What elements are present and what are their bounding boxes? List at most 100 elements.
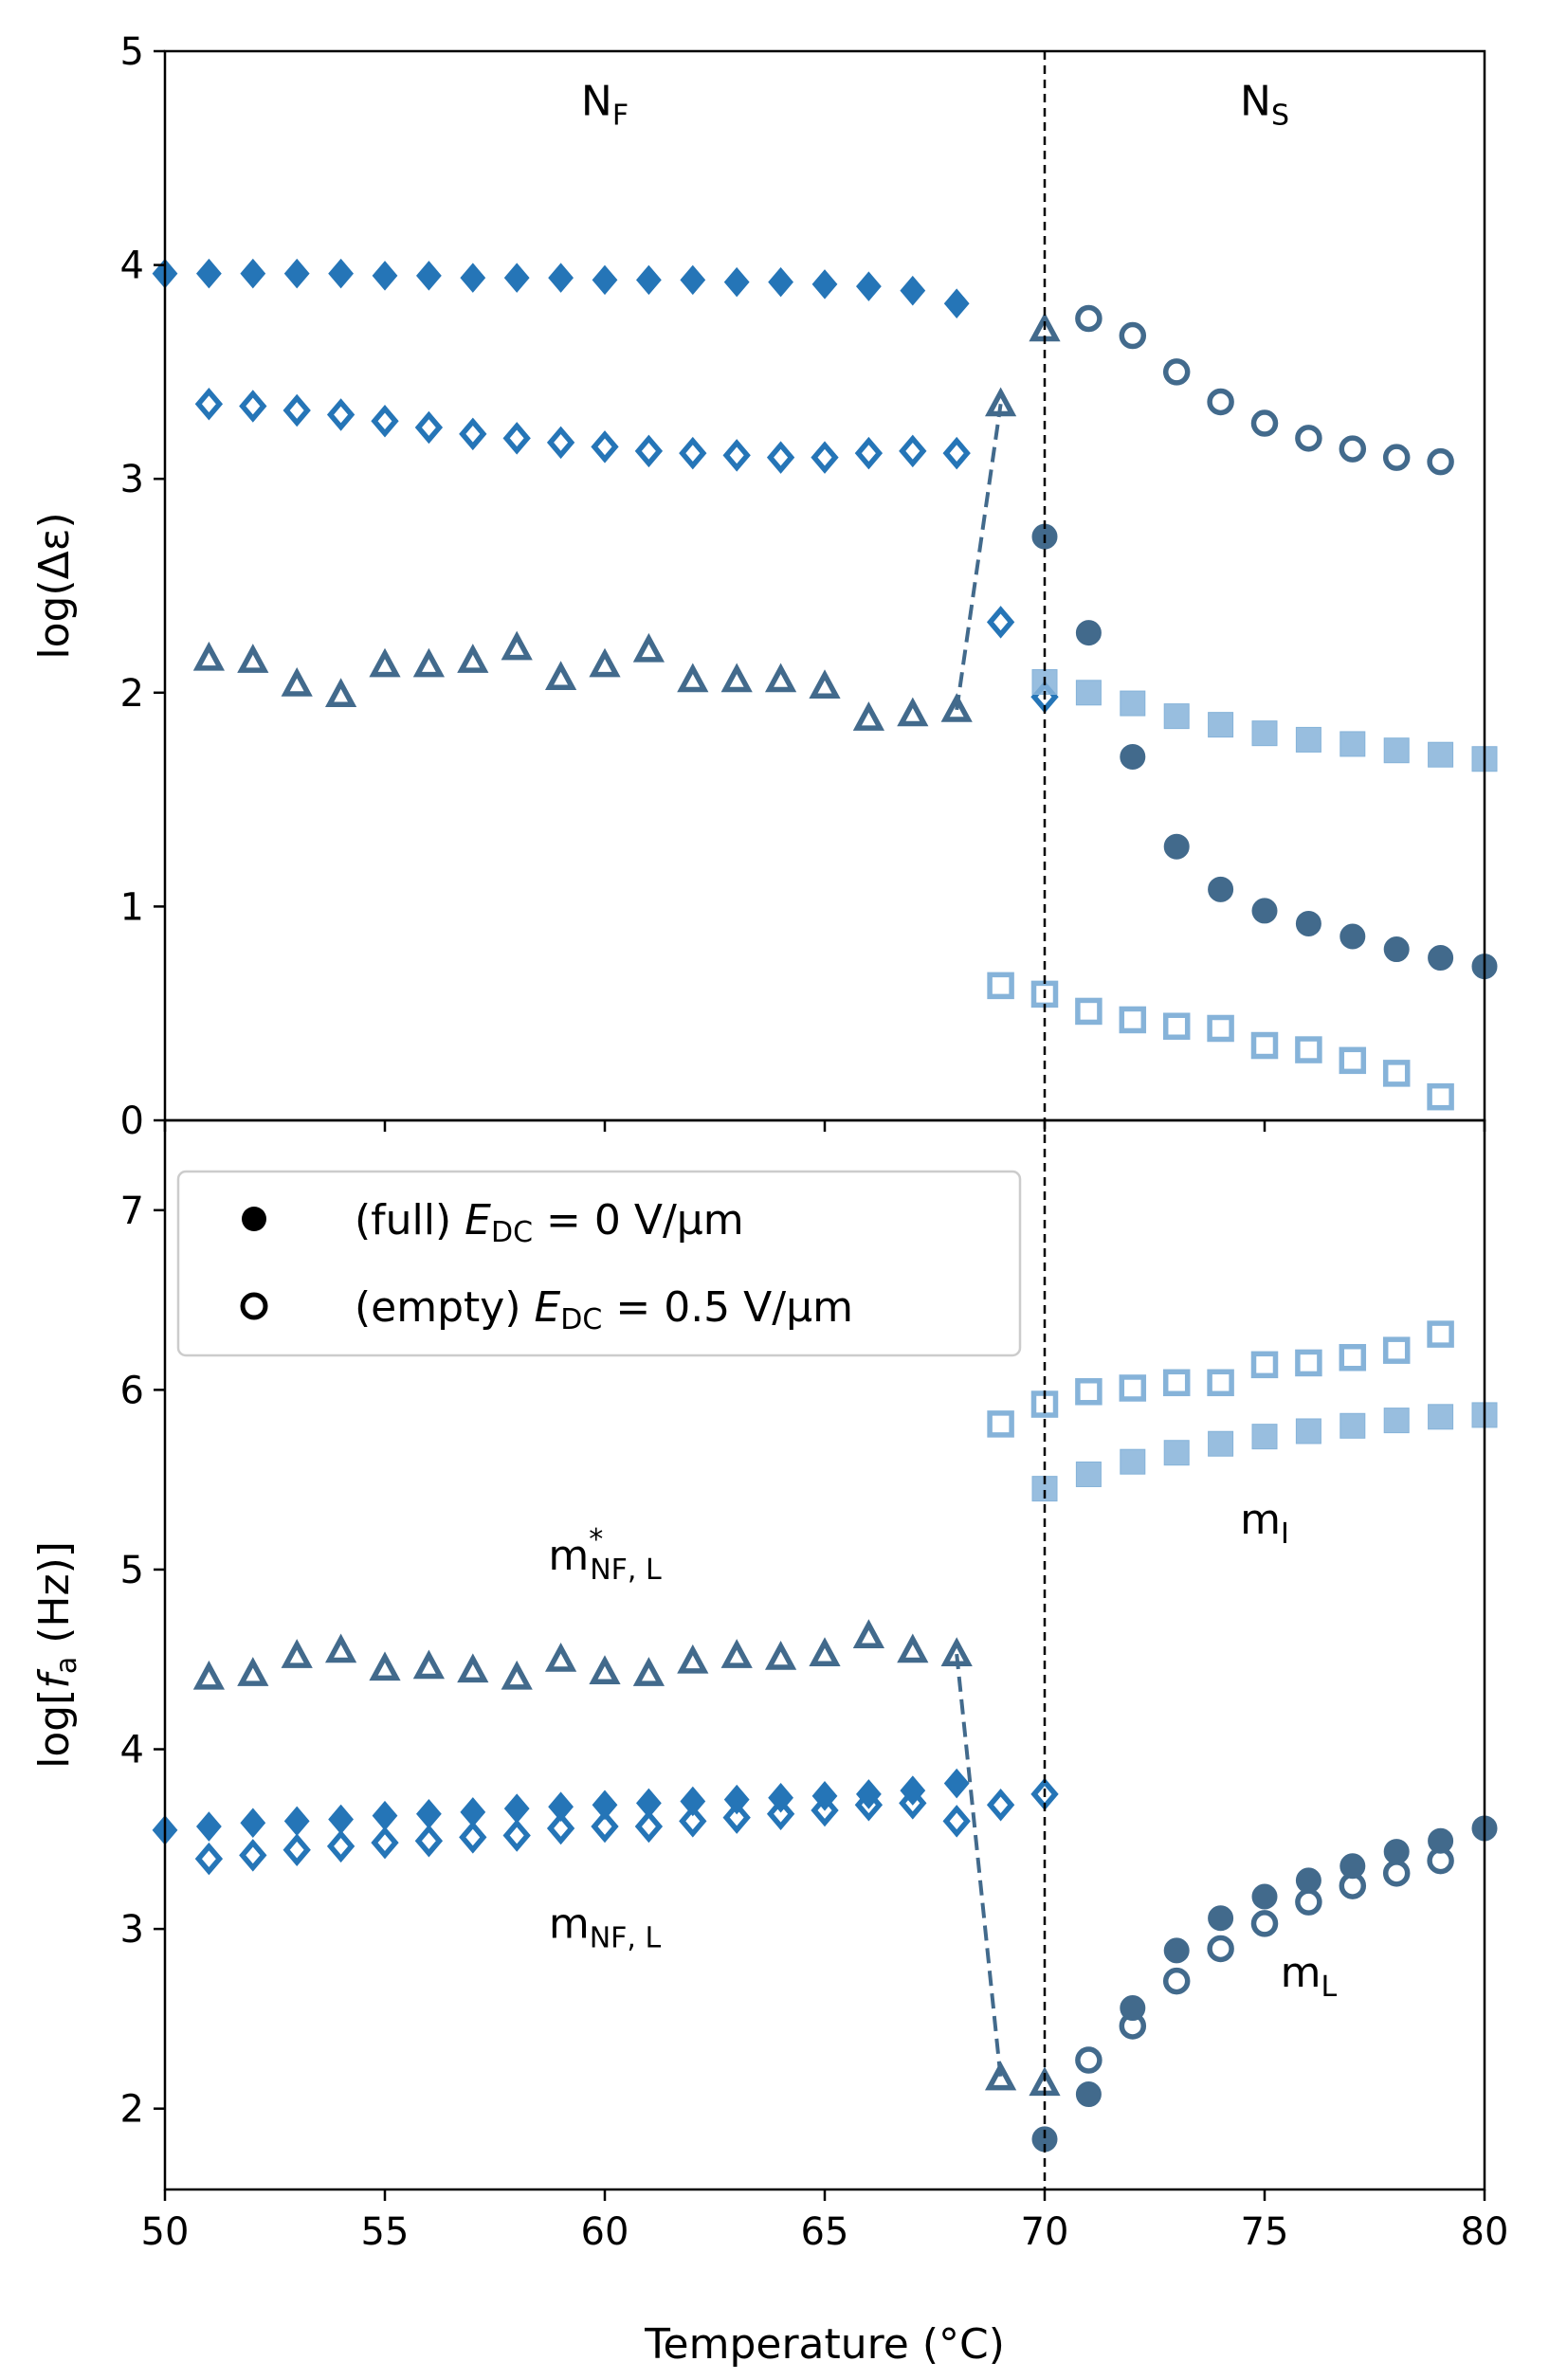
annotation-sup: * <box>589 1523 603 1556</box>
bottom-point-diamond <box>811 1793 839 1827</box>
bottom-point-circle <box>1119 2012 1147 2040</box>
annotation-sub: NF, L <box>590 1553 662 1587</box>
bottom-point-circle <box>1295 1888 1322 1916</box>
bottom-x-ticks: 50 55 60 65 70 75 80 <box>141 2189 1508 2254</box>
top-point-circle <box>1208 876 1234 902</box>
bottom-point-square <box>1119 1374 1147 1402</box>
bottom-y-tick-label: 3 <box>120 1908 144 1952</box>
annotation-sub: I <box>1281 1517 1289 1551</box>
bottom-point-triangle <box>281 1639 313 1668</box>
top-y-ticks: 0 1 2 3 4 5 <box>120 30 165 1143</box>
bottom-y-tick-label: 2 <box>120 2088 144 2132</box>
top-point-diamond <box>680 264 706 296</box>
bottom-y-ticks: 2 3 4 5 6 7 <box>120 1190 165 2132</box>
annotation-sub: F <box>612 100 629 133</box>
top-point-square <box>1075 997 1103 1026</box>
top-point-diamond <box>326 398 355 431</box>
top-series-3-circle-open <box>1075 304 1454 476</box>
top-point-diamond <box>634 434 664 468</box>
bottom-y-tick-label: 4 <box>120 1729 144 1772</box>
top-dashed-connector <box>955 403 1003 711</box>
top-point-circle <box>1295 425 1322 452</box>
bottom-series-3-circle-filled <box>1031 1815 1498 2153</box>
top-point-square <box>987 972 1014 1000</box>
top-point-square <box>1383 737 1410 764</box>
bottom-point-circle <box>1428 1827 1454 1854</box>
top-point-triangle <box>281 666 313 697</box>
legend-label-full-post: = 0 V/μm <box>533 1196 744 1245</box>
top-point-triangle <box>940 693 973 722</box>
x-tick-label: 75 <box>1241 2210 1289 2254</box>
bottom-point-diamond <box>239 1839 267 1872</box>
top-point-diamond <box>766 441 795 474</box>
bottom-y-tick-label: 6 <box>120 1369 144 1412</box>
top-point-square <box>1163 703 1190 730</box>
bottom-point-triangle <box>369 1651 401 1681</box>
top-annotations: NF NS <box>581 78 1289 133</box>
top-point-triangle <box>237 644 269 673</box>
top-point-circle <box>1339 435 1367 463</box>
bottom-annotation: mNF, L <box>549 1900 662 1955</box>
bottom-point-square <box>987 1410 1014 1438</box>
bottom-point-diamond <box>854 1789 884 1822</box>
top-point-square <box>1119 1006 1147 1034</box>
bottom-point-circle <box>1251 1883 1278 1910</box>
top-point-circle <box>1075 304 1103 333</box>
bottom-point-circle <box>1339 1872 1367 1899</box>
x-tick-label: 55 <box>361 2210 410 2254</box>
top-point-diamond <box>546 426 575 460</box>
bottom-point-triangle <box>897 1633 929 1663</box>
top-point-circle <box>1295 910 1321 936</box>
top-point-diamond <box>811 269 838 300</box>
bottom-series-4-circle-open <box>1075 1846 1454 2074</box>
bottom-point-diamond <box>371 1826 399 1860</box>
top-point-diamond <box>942 436 971 470</box>
bottom-point-diamond <box>899 1787 927 1820</box>
bottom-point-diamond <box>943 1768 970 1799</box>
top-point-triangle <box>897 697 929 727</box>
top-point-diamond <box>372 261 398 291</box>
bottom-point-diamond <box>194 1842 224 1876</box>
bottom-point-square <box>1339 1412 1366 1439</box>
legend-label-full: (full) EDC = 0 V/μm <box>355 1196 744 1249</box>
bottom-point-circle <box>1382 1860 1411 1887</box>
legend-marker-empty <box>240 1292 268 1320</box>
bottom-point-triangle <box>192 1660 226 1690</box>
bottom-point-triangle <box>852 1619 885 1649</box>
top-point-diamond <box>502 422 531 455</box>
top-point-square <box>1427 1082 1454 1111</box>
top-point-triangle <box>412 647 446 678</box>
annotation-main: m <box>549 1900 590 1949</box>
bottom-series-5-square-open <box>987 1320 1454 1438</box>
top-point-diamond <box>854 436 884 470</box>
bottom-point-triangle <box>940 1637 973 1667</box>
bottom-point-diamond <box>942 1805 971 1838</box>
top-point-square <box>1382 1060 1411 1087</box>
top-point-triangle <box>809 669 841 699</box>
top-point-circle <box>1119 321 1147 350</box>
bottom-y-axis-label-sub: a <box>50 1657 83 1674</box>
bottom-point-diamond <box>240 1808 266 1839</box>
bottom-point-square <box>1250 1351 1279 1379</box>
legend-label-empty: (empty) EDC = 0.5 V/μm <box>355 1283 853 1336</box>
x-axis-label: Temperature (°C) <box>644 2320 1005 2369</box>
annotation-main: m <box>1240 1496 1281 1544</box>
bottom-point-triangle <box>589 1655 621 1684</box>
bottom-point-square <box>1120 1448 1146 1475</box>
legend-label-full-sub: DC <box>491 1216 533 1249</box>
bottom-series-2-triangle-open <box>192 1619 1061 2097</box>
bottom-point-diamond <box>723 1784 750 1815</box>
top-point-square <box>1075 680 1102 706</box>
bottom-annotation: mI <box>1240 1496 1289 1551</box>
x-tick-label: 70 <box>1021 2210 1069 2254</box>
top-series-5-square-filled <box>1031 669 1498 772</box>
legend: (full) EDC = 0 V/μm (empty) EDC = 0.5 V/… <box>176 1170 1022 1357</box>
top-point-square <box>1250 1031 1279 1060</box>
bottom-point-square <box>1075 1461 1102 1487</box>
bottom-point-square <box>1383 1408 1410 1434</box>
bottom-point-triangle <box>544 1642 577 1672</box>
top-point-diamond <box>722 439 751 472</box>
